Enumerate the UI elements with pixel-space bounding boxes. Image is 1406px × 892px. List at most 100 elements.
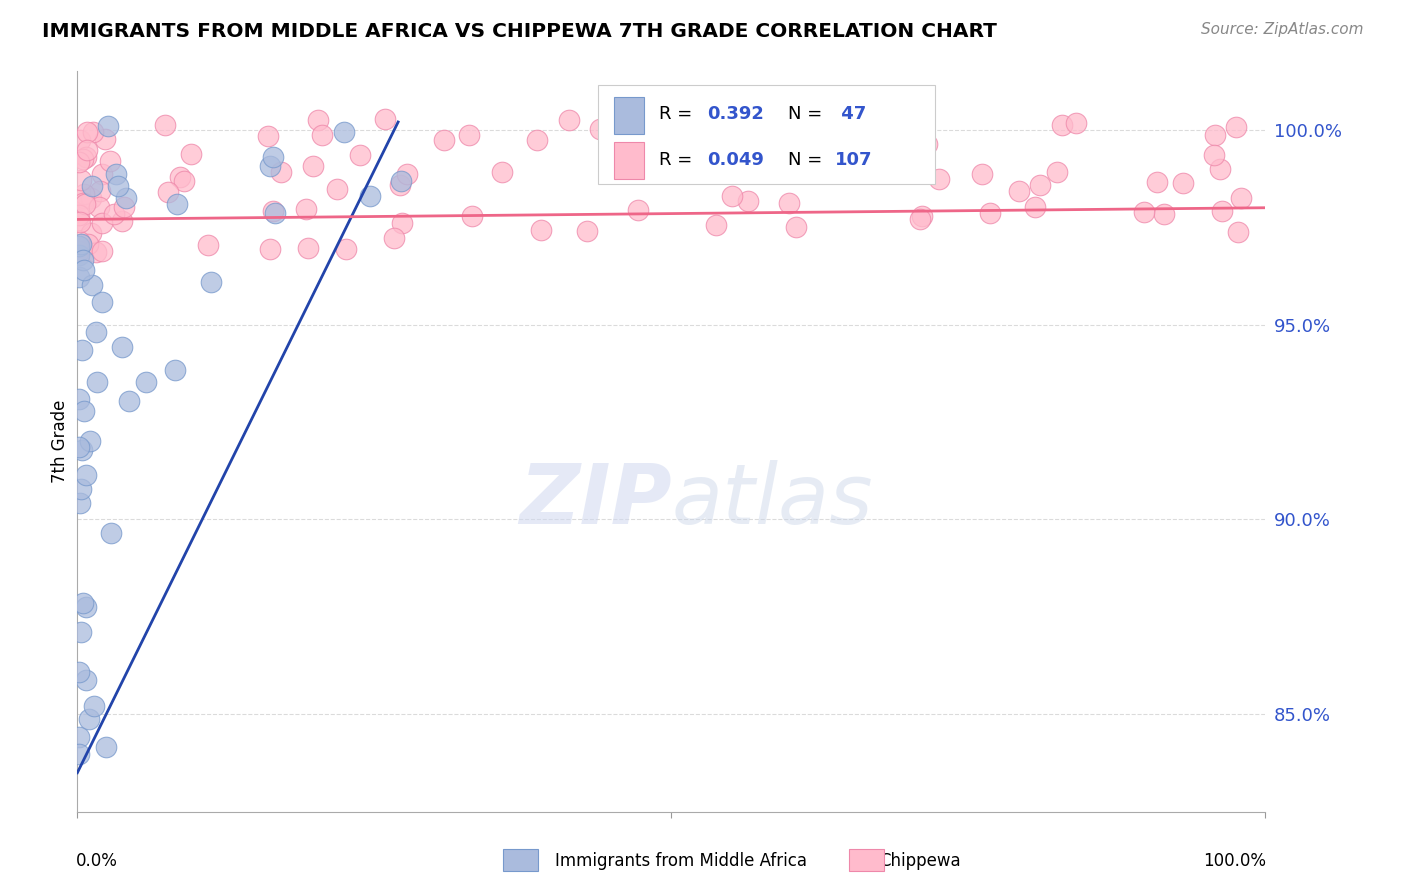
Point	[1024, 200, 1046, 214]
Point	[1204, 128, 1226, 143]
Point	[153, 118, 176, 132]
Point	[80, 277, 103, 292]
Point	[166, 197, 188, 211]
Point	[112, 200, 135, 214]
Point	[69, 482, 91, 496]
Point	[98, 154, 121, 169]
Point	[67, 244, 90, 258]
Text: N =: N =	[787, 152, 828, 169]
Point	[1202, 148, 1225, 162]
Point	[67, 239, 90, 253]
Point	[69, 215, 91, 229]
Point	[1209, 161, 1232, 176]
Text: 47: 47	[835, 105, 866, 123]
Point	[259, 242, 281, 256]
FancyBboxPatch shape	[614, 142, 644, 178]
Point	[70, 240, 93, 254]
Point	[262, 150, 284, 164]
Point	[262, 204, 284, 219]
Point	[1225, 120, 1247, 134]
Point	[197, 237, 219, 252]
Point	[928, 171, 950, 186]
Point	[69, 440, 91, 454]
Point	[69, 172, 91, 186]
Point	[67, 665, 90, 679]
Text: 100.0%: 100.0%	[1204, 853, 1267, 871]
Point	[458, 128, 481, 142]
Point	[374, 112, 396, 127]
Point	[903, 116, 925, 130]
Point	[77, 236, 100, 251]
Point	[526, 133, 548, 147]
Point	[72, 596, 94, 610]
Point	[333, 125, 356, 139]
Point	[651, 148, 673, 162]
Point	[75, 467, 97, 482]
Point	[80, 191, 103, 205]
Point	[80, 178, 103, 193]
Point	[1064, 116, 1087, 130]
Text: Chippewa: Chippewa	[879, 852, 960, 870]
Point	[1133, 205, 1156, 219]
Point	[804, 138, 827, 153]
Point	[875, 165, 897, 179]
Point	[1052, 118, 1074, 132]
Point	[382, 231, 405, 245]
Point	[1146, 175, 1168, 189]
Point	[72, 152, 94, 166]
Text: atlas: atlas	[672, 460, 873, 541]
Point	[335, 242, 357, 256]
Point	[307, 113, 329, 128]
Point	[69, 495, 91, 509]
Point	[180, 147, 202, 161]
Text: 0.392: 0.392	[707, 105, 763, 123]
Point	[80, 226, 103, 240]
Point	[77, 713, 100, 727]
Point	[742, 161, 765, 175]
Point	[100, 525, 122, 540]
Point	[530, 223, 553, 237]
Text: R =: R =	[659, 152, 699, 169]
Point	[70, 343, 93, 357]
Point	[827, 165, 849, 179]
Point	[263, 206, 285, 220]
FancyBboxPatch shape	[614, 97, 644, 135]
Point	[69, 624, 91, 639]
Point	[72, 253, 94, 268]
Point	[86, 325, 108, 339]
Point	[169, 169, 191, 184]
Point	[915, 136, 938, 151]
Point	[557, 112, 579, 127]
Point	[91, 167, 114, 181]
Text: Source: ZipAtlas.com: Source: ZipAtlas.com	[1201, 22, 1364, 37]
Point	[114, 191, 136, 205]
Point	[912, 142, 935, 156]
Point	[302, 159, 325, 173]
Point	[395, 167, 418, 181]
Point	[433, 133, 456, 147]
Point	[297, 241, 319, 255]
Point	[256, 129, 278, 144]
Point	[82, 125, 104, 139]
Point	[91, 295, 114, 310]
Point	[73, 404, 96, 418]
Point	[295, 202, 318, 217]
Point	[67, 269, 90, 284]
Point	[388, 178, 411, 193]
Point	[807, 109, 830, 123]
Point	[880, 127, 903, 141]
Point	[111, 340, 134, 354]
Point	[173, 173, 195, 187]
Point	[67, 213, 90, 227]
Point	[1029, 178, 1052, 192]
Text: Immigrants from Middle Africa: Immigrants from Middle Africa	[555, 852, 807, 870]
Point	[270, 164, 292, 178]
Point	[103, 207, 125, 221]
Point	[686, 119, 709, 133]
Text: R =: R =	[659, 105, 699, 123]
Y-axis label: 7th Grade: 7th Grade	[51, 400, 69, 483]
Text: 0.049: 0.049	[707, 152, 763, 169]
Point	[911, 209, 934, 223]
Point	[1227, 226, 1250, 240]
Point	[75, 150, 97, 164]
